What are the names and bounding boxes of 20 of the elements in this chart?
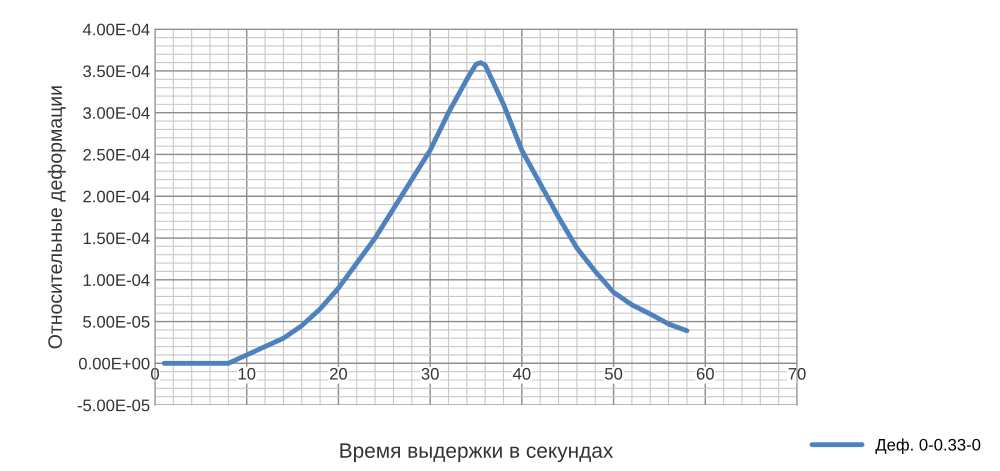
x-tick-label: 40 — [512, 368, 530, 380]
y-tick-label: 3.00E-04 — [83, 107, 150, 119]
y-tick-label: 1.50E-04 — [84, 232, 150, 244]
x-tick-label: 50 — [604, 368, 622, 380]
y-tick-label: 1.00E-04 — [84, 274, 150, 286]
legend-label: Деф. 0-0.33-0 — [875, 438, 980, 454]
x-tick-label: 10 — [238, 368, 256, 380]
x-tick-label: 60 — [696, 368, 714, 380]
y-tick-label: 3.50E-04 — [83, 65, 150, 78]
y-axis-title: Относительные деформации — [48, 86, 66, 348]
x-tick-label: 20 — [330, 368, 348, 380]
line-series — [162, 60, 690, 366]
y-tick-label: 2.00E-04 — [83, 190, 150, 202]
y-tick-label: 5.00E-05 — [83, 316, 150, 328]
y-tick-label: 2.50E-04 — [83, 148, 150, 161]
y-tick-label: -5.00E-05 — [78, 399, 150, 412]
x-axis-title: Время выдержки в секундах — [340, 443, 614, 462]
y-tick-label: 0.00E+00 — [78, 358, 150, 370]
y-tick-label: 4.00E-04 — [82, 24, 150, 36]
x-tick-label: 30 — [422, 368, 439, 380]
